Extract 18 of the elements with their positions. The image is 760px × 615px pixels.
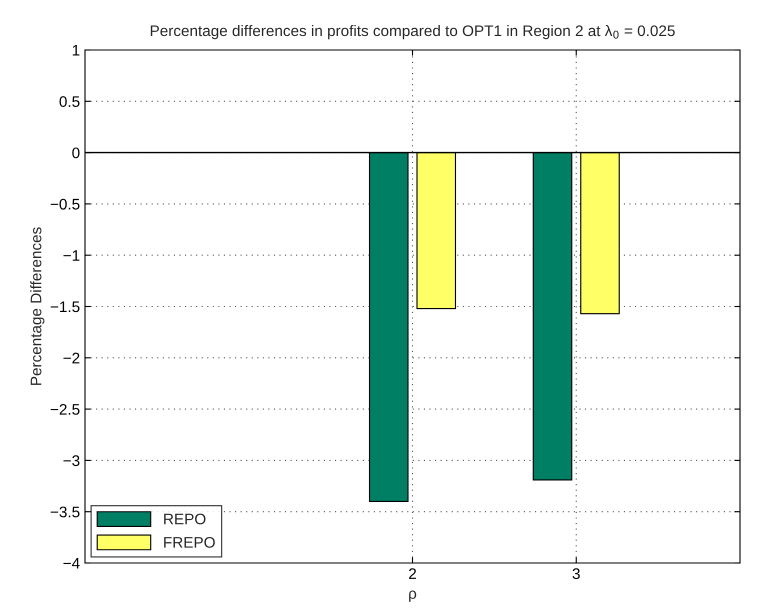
x-tick-label: 2 [409,568,416,579]
legend-label: REPO [164,514,206,524]
y-axis-title: Percentage Differences [30,227,44,385]
legend-label: FREPO [164,536,215,548]
y-tick-label: −4 [63,558,80,569]
y-tick-label: −1.5 [50,302,80,312]
y-tick-label: 0.5 [60,96,80,107]
y-tick-label: 0 [72,147,80,158]
y-tick-label: −0.5 [50,198,80,210]
y-tick-label: −3 [63,455,80,466]
y-tick-label: 1 [72,45,80,56]
y-tick-label: −2.5 [50,404,80,415]
y-tick-label: −1 [63,250,80,261]
chart-title: Percentage differences in profits compared to OPT1 in Region 2 at λ$_{0}$ = 0.025 [150,24,675,40]
y-tick-label: −2 [63,352,80,364]
y-tick-label: −3.5 [50,506,80,518]
x-tick-label: 3 [572,568,580,580]
x-axis-title: ρ [409,590,416,602]
